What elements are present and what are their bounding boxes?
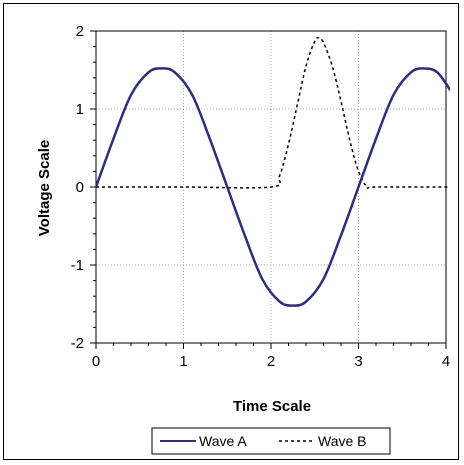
- y-tick-label: 2: [76, 23, 84, 40]
- axis-ticks: [90, 30, 447, 349]
- y-axis-title: Voltage Scale: [36, 140, 53, 236]
- chart-frame: [3, 3, 459, 460]
- series-line-wave-b: [96, 36, 450, 189]
- series-lines: [96, 36, 450, 307]
- y-tick-label: -1: [71, 257, 84, 274]
- tick-labels: 0 1 2 3 4 2 1 0 -1 -2: [71, 23, 451, 370]
- x-tick-label: 0: [92, 353, 100, 370]
- x-axis-title: Time Scale: [233, 398, 311, 415]
- x-tick-label: 1: [179, 353, 187, 370]
- y-tick-label: 1: [76, 101, 84, 118]
- legend: Wave A Wave B: [151, 427, 391, 455]
- series-line-wave-a: [96, 67, 450, 307]
- legend-label-wave-b: Wave B: [318, 433, 367, 449]
- legend-label-wave-a: Wave A: [199, 433, 247, 449]
- y-tick-label: -2: [71, 335, 84, 352]
- x-tick-label: 3: [354, 353, 362, 370]
- x-tick-label: 4: [442, 353, 450, 370]
- y-tick-label: 0: [76, 179, 84, 196]
- x-tick-label: 2: [267, 353, 275, 370]
